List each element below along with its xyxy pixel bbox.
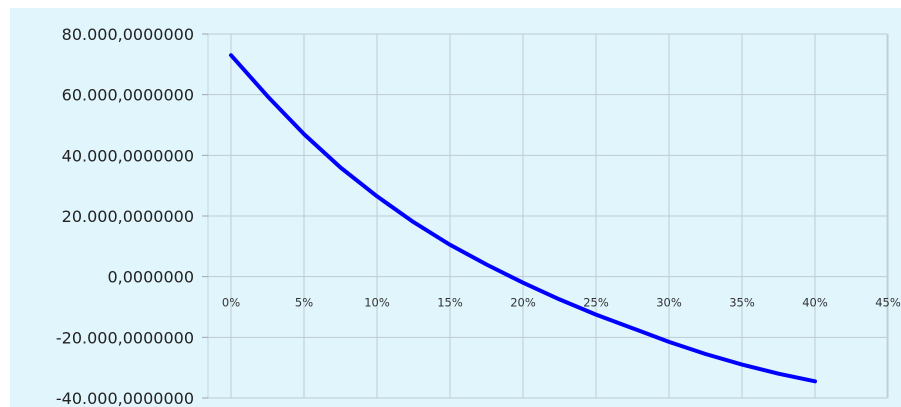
chart-area: 80.000,0000000 60.000,0000000 40.000,00000… (10, 8, 901, 407)
y-tick-label: -20.000,0000000 (56, 328, 194, 347)
x-tick-label: 0% (222, 296, 240, 310)
x-tick-label: 20% (510, 296, 536, 310)
x-tick-label: 5% (295, 296, 313, 310)
y-tick-label: 0,0000000 (107, 268, 194, 287)
x-tick-label: 30% (656, 296, 682, 310)
x-tick-label: 10% (364, 296, 390, 310)
series-line (229, 53, 817, 384)
x-axis-ticks: 0% 5% 10% 15% 20% 25% 30% 35% 40% 45% (222, 296, 901, 310)
series-layer (229, 53, 817, 384)
y-tick-label: 40.000,0000000 (62, 146, 194, 165)
x-tick-label: 45% (875, 296, 901, 310)
x-tick-label: 15% (437, 296, 463, 310)
y-tick-label: 80.000,0000000 (62, 25, 194, 44)
y-tick-label: 20.000,0000000 (62, 207, 194, 226)
line-chart: 80.000,0000000 60.000,0000000 40.000,00000… (56, 25, 901, 407)
y-tick-label: 60.000,0000000 (62, 86, 194, 105)
x-tick-label: 40% (802, 296, 828, 310)
x-tick-label: 25% (583, 296, 609, 310)
x-tick-label: 35% (729, 296, 755, 310)
y-tick-label: -40.000,0000000 (56, 389, 194, 407)
y-axis-ticks: 80.000,0000000 60.000,0000000 40.000,00000… (56, 25, 194, 407)
grid-layer (202, 33, 889, 399)
